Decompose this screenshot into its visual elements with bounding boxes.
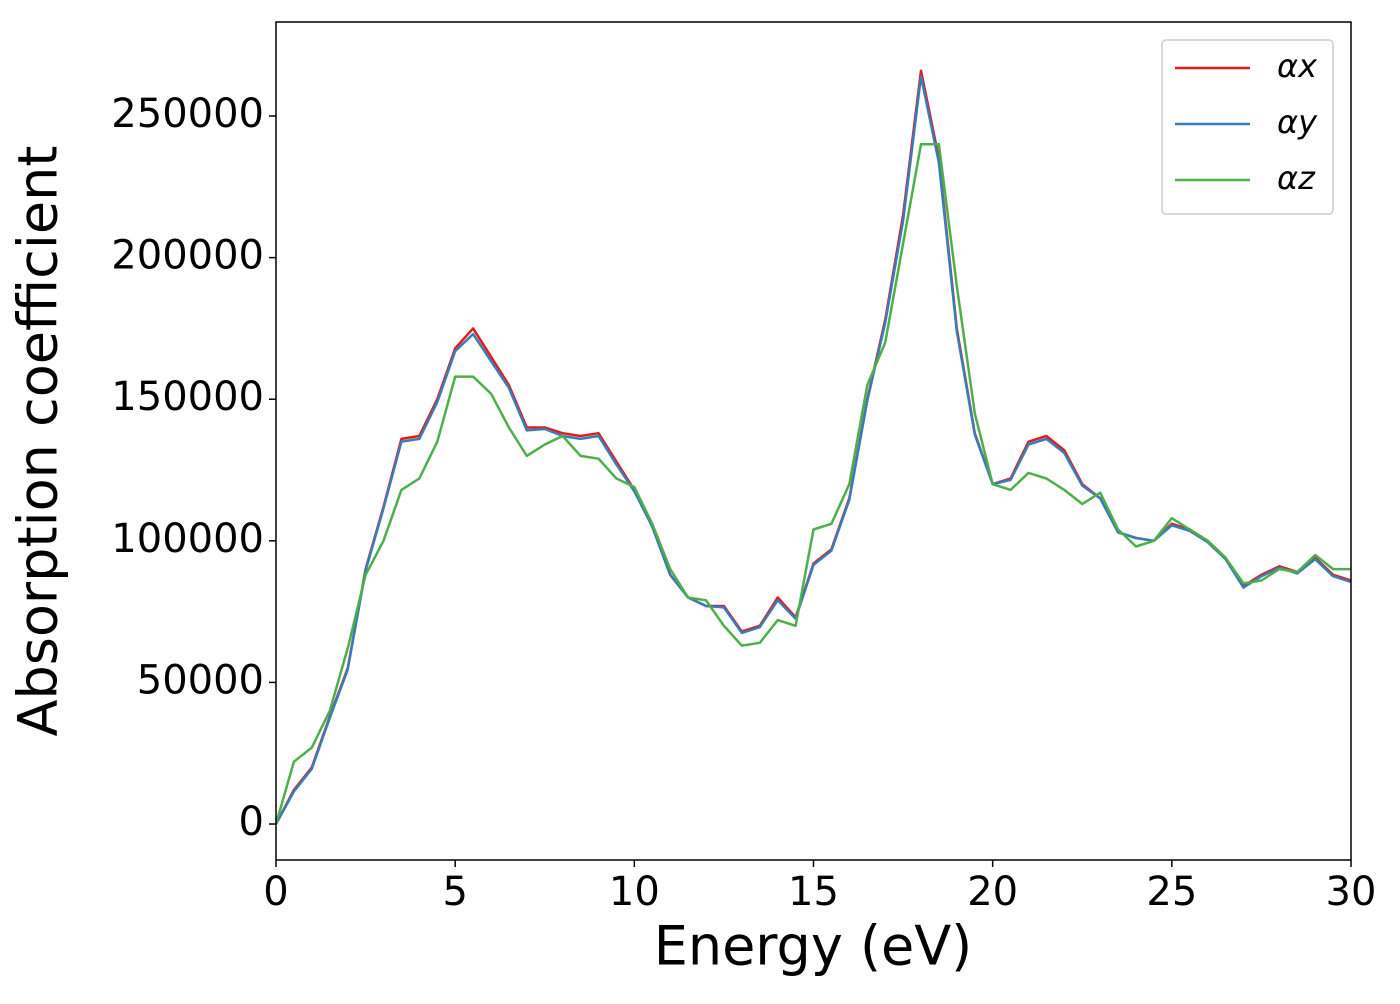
x-tick-label: 30 <box>1326 869 1377 915</box>
x-axis-label: Energy (eV) <box>654 915 973 978</box>
y-tick-label: 0 <box>239 799 264 845</box>
y-tick-label: 150000 <box>111 374 264 420</box>
x-tick-label: 10 <box>609 869 660 915</box>
plot-frame <box>275 21 1352 861</box>
legend-label: αz <box>1277 159 1316 197</box>
x-tick-label: 20 <box>967 869 1018 915</box>
y-axis-label: Absorption coefficient <box>7 146 70 737</box>
legend-label: αy <box>1277 103 1318 141</box>
y-tick-label: 100000 <box>111 516 264 562</box>
series-line <box>274 143 1351 825</box>
x-tick-label: 25 <box>1146 869 1197 915</box>
legend-label: αx <box>1277 47 1318 85</box>
legend-box <box>1161 39 1334 215</box>
y-tick-label: 50000 <box>137 657 264 703</box>
x-tick-label: 15 <box>788 869 839 915</box>
x-tick-label: 5 <box>442 869 467 915</box>
y-tick-label: 200000 <box>111 233 264 279</box>
series-line <box>274 75 1352 825</box>
legend: αx αy αz <box>1161 39 1334 215</box>
y-tick-label: 250000 <box>111 91 264 137</box>
x-tick-label: 0 <box>263 869 288 915</box>
